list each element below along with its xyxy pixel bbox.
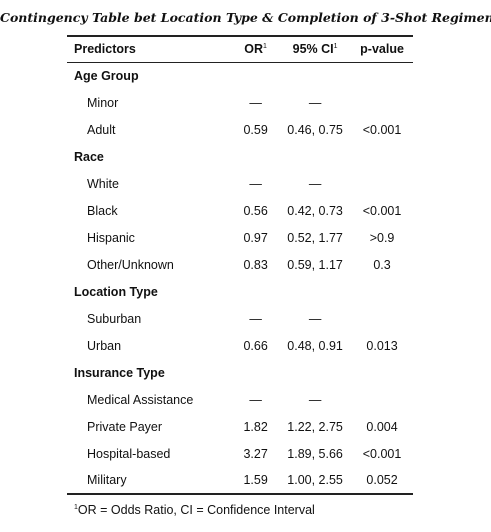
confidence-interval-cell: 1.00, 2.55 [279, 467, 352, 495]
header-ci-footnote-mark: 1 [333, 43, 338, 51]
odds-ratio-cell: 0.56 [243, 203, 268, 218]
confidence-interval-cell [279, 359, 351, 386]
header-ci-label: 95% CI [292, 42, 334, 57]
footnote: 1OR = Odds Ratio, CI = Confidence Interv… [74, 503, 315, 517]
p-value-cell: 0.004 [366, 419, 398, 434]
table-row: Hospital-based 3.27 1.89, 5.66 <0.001 [67, 440, 413, 467]
group-header-row: Location Type [67, 278, 413, 305]
odds-ratio-cell: — [249, 176, 262, 191]
confidence-interval-cell: — [308, 311, 322, 326]
odds-ratio-cell: 0.66 [243, 338, 268, 353]
odds-ratio-cell: 3.27 [243, 446, 268, 461]
header-p-value-label: p-value [360, 42, 404, 57]
table-row: Suburban — — [67, 305, 413, 332]
odds-ratio-cell [232, 278, 279, 305]
predictor-label: Suburban [87, 311, 142, 326]
table-title: Contingency Table bet Location Type & Co… [0, 10, 491, 25]
group-header-row: Age Group [67, 62, 413, 89]
header-ci: 95% CI1 [279, 35, 352, 63]
table-header: Predictors OR1 95% CI1 p-value [67, 35, 413, 63]
p-value-cell: <0.001 [362, 122, 402, 137]
predictor-label: Hispanic [87, 230, 135, 245]
table-row: Other/Unknown 0.83 0.59, 1.17 0.3 [67, 251, 413, 278]
p-value-cell [351, 386, 413, 413]
p-value-cell: <0.001 [362, 203, 402, 218]
p-value-cell: 0.3 [373, 257, 391, 272]
header-or-label: OR [244, 42, 264, 57]
table-row: Urban 0.66 0.48, 0.91 0.013 [67, 332, 413, 359]
p-value-cell [351, 278, 413, 305]
table-row: Adult 0.59 0.46, 0.75 <0.001 [67, 116, 413, 143]
results-table: Predictors OR1 95% CI1 p-value Age Group… [67, 35, 413, 495]
p-value-cell: >0.9 [369, 230, 395, 245]
p-value-cell: 0.013 [366, 338, 398, 353]
results-table-container: Predictors OR1 95% CI1 p-value Age Group… [67, 35, 413, 495]
footnote-mark: 1 [74, 503, 78, 511]
group-label: Insurance Type [74, 365, 165, 380]
odds-ratio-cell: — [249, 392, 262, 407]
confidence-interval-cell: 0.48, 0.91 [287, 338, 343, 353]
confidence-interval-cell [279, 143, 351, 170]
p-value-cell [351, 170, 413, 197]
header-p-value: p-value [351, 35, 413, 63]
confidence-interval-cell: 1.89, 5.66 [287, 446, 343, 461]
predictor-label: Adult [87, 122, 116, 137]
table-row: Medical Assistance — — [67, 386, 413, 413]
p-value-cell [351, 143, 413, 170]
odds-ratio-cell [232, 143, 279, 170]
table-row: Private Payer 1.82 1.22, 2.75 0.004 [67, 413, 413, 440]
p-value-cell [351, 305, 413, 332]
p-value-cell: <0.001 [362, 446, 402, 461]
header-or-footnote-mark: 1 [263, 43, 267, 51]
predictor-label: Minor [87, 95, 119, 110]
table-row: White — — [67, 170, 413, 197]
odds-ratio-cell: 0.97 [243, 230, 268, 245]
odds-ratio-cell [232, 62, 279, 89]
confidence-interval-cell: — [308, 95, 322, 110]
odds-ratio-cell: 0.83 [243, 257, 268, 272]
confidence-interval-cell: 0.46, 0.75 [287, 122, 343, 137]
table-row: Hispanic 0.97 0.52, 1.77 >0.9 [67, 224, 413, 251]
p-value-cell: 0.052 [351, 467, 413, 495]
confidence-interval-cell [279, 62, 351, 89]
odds-ratio-cell [232, 359, 279, 386]
predictor-label: White [87, 176, 119, 191]
predictor-label: Black [87, 203, 118, 218]
group-label: Location Type [74, 284, 158, 299]
footnote-text: OR = Odds Ratio, CI = Confidence Interva… [77, 503, 315, 517]
confidence-interval-cell: 0.42, 0.73 [287, 203, 343, 218]
confidence-interval-cell: 1.22, 2.75 [287, 419, 343, 434]
table-row: Military 1.59 1.00, 2.55 0.052 [67, 467, 413, 495]
predictor-label: Other/Unknown [87, 257, 174, 272]
confidence-interval-cell: — [308, 392, 322, 407]
header-predictors: Predictors [67, 35, 233, 63]
group-header-row: Race [67, 143, 413, 170]
table-body: Age Group Minor — — Adult 0.59 0.46, 0.75 <0.00… [67, 62, 413, 495]
p-value-cell [351, 359, 413, 386]
header-row: Predictors OR1 95% CI1 p-value [67, 35, 413, 63]
p-value-cell [351, 62, 413, 89]
group-label: Race [74, 149, 104, 164]
predictor-label: Military [67, 467, 233, 495]
p-value-cell [351, 89, 413, 116]
confidence-interval-cell: 0.52, 1.77 [287, 230, 343, 245]
group-header-row: Insurance Type [67, 359, 413, 386]
odds-ratio-cell: — [249, 95, 262, 110]
predictor-label: Urban [87, 338, 122, 353]
odds-ratio-cell: 0.59 [243, 122, 268, 137]
predictor-label: Hospital-based [87, 446, 171, 461]
odds-ratio-cell: 1.59 [232, 467, 280, 495]
odds-ratio-cell: 1.82 [243, 419, 268, 434]
table-row: Black 0.56 0.42, 0.73 <0.001 [67, 197, 413, 224]
confidence-interval-cell [279, 278, 351, 305]
group-label: Age Group [74, 68, 139, 83]
header-predictors-label: Predictors [74, 42, 136, 57]
odds-ratio-cell: — [249, 311, 262, 326]
table-row: Minor — — [67, 89, 413, 116]
header-or: OR1 [232, 35, 280, 63]
predictor-label: Medical Assistance [87, 392, 194, 407]
predictor-label: Private Payer [87, 419, 163, 434]
confidence-interval-cell: — [308, 176, 322, 191]
confidence-interval-cell: 0.59, 1.17 [287, 257, 343, 272]
